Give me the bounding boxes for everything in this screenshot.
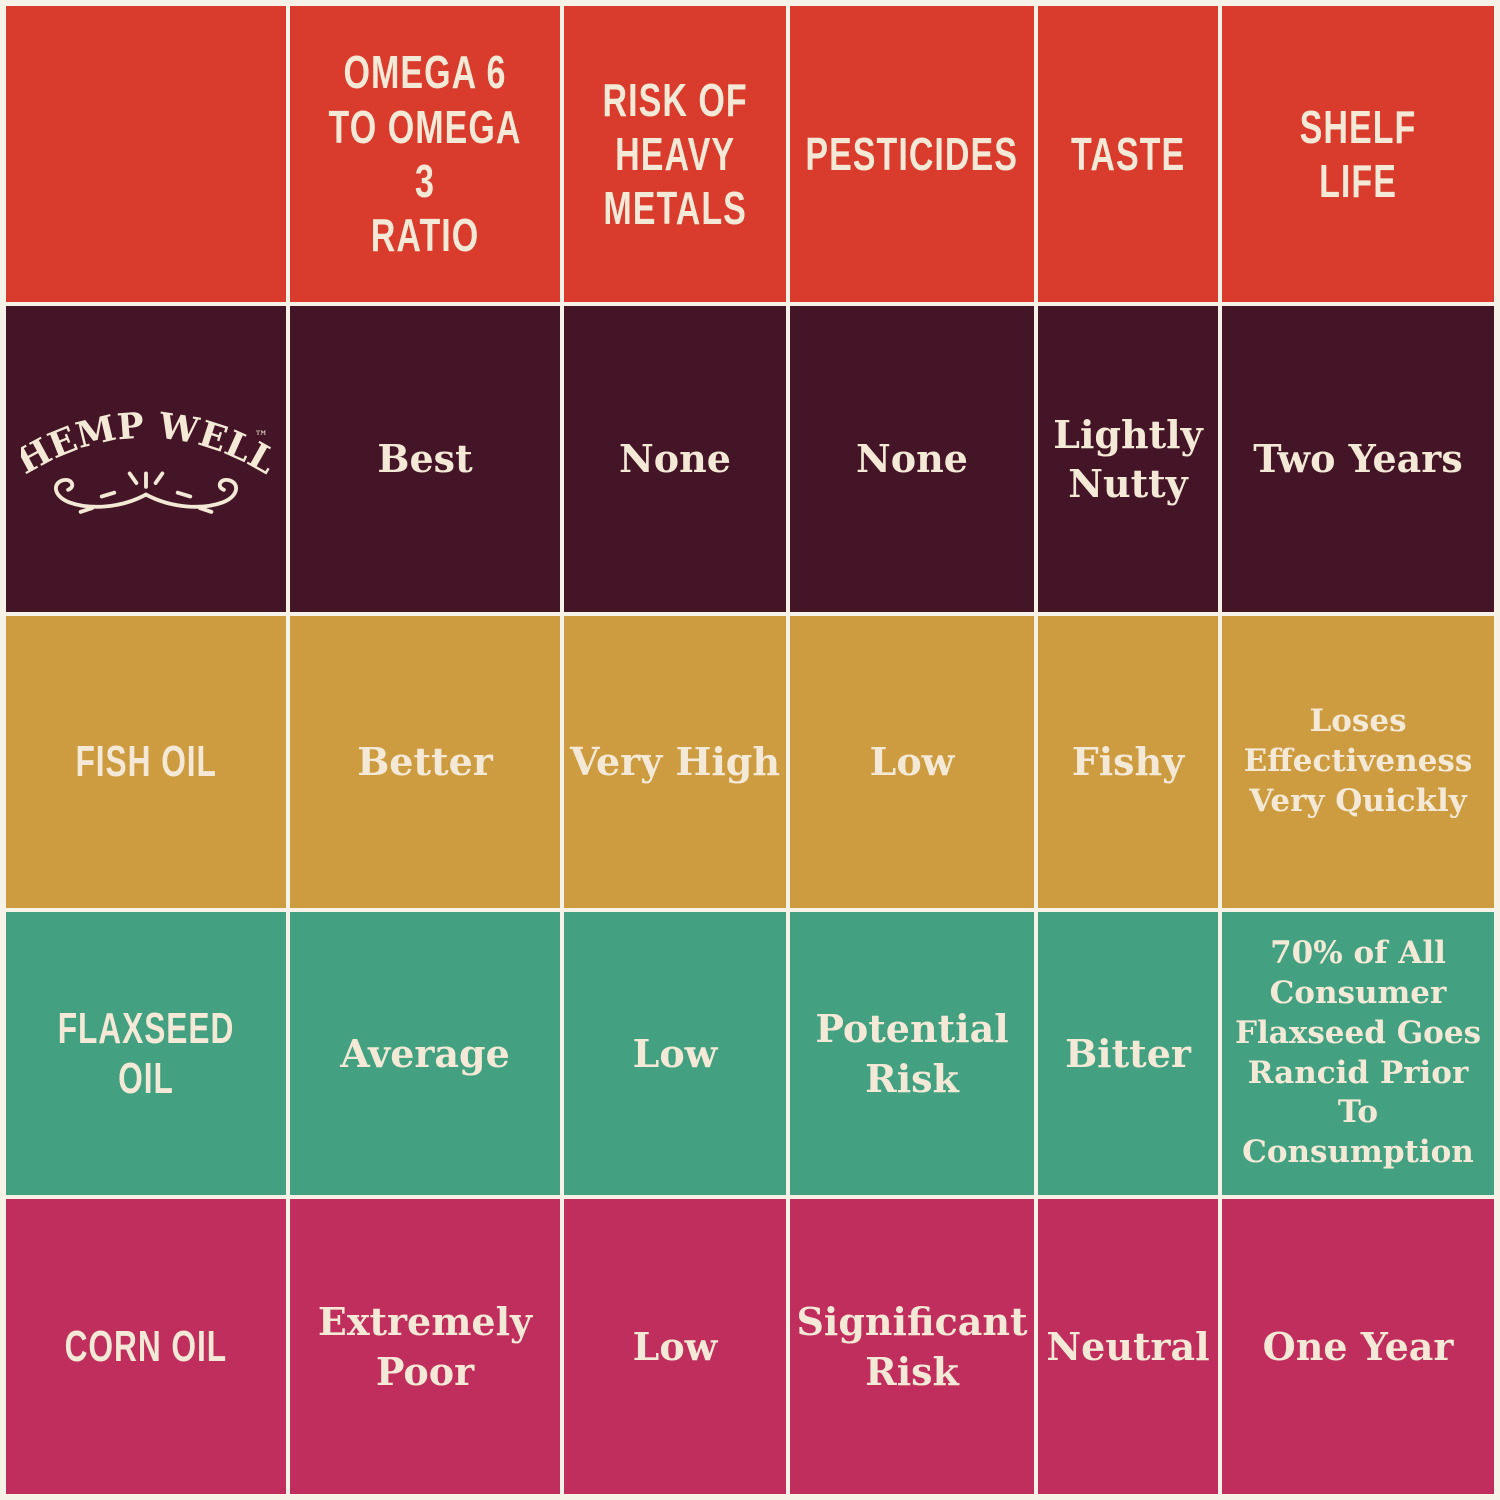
header-label-heavy-metals: RISK OF HEAVY METALS bbox=[602, 73, 748, 235]
hemp-well-logo-text: HEMP WELL bbox=[21, 405, 271, 482]
cell-fish-shelf-life: Loses Effectiveness Very Quickly bbox=[1222, 616, 1494, 908]
svg-text:HEMP WELL: HEMP WELL bbox=[21, 405, 271, 482]
header-cell-heavy-metals: RISK OF HEAVY METALS bbox=[564, 6, 786, 302]
cell-hemp-heavy-metals: None bbox=[564, 306, 786, 612]
hemp-well-logo-svg: HEMP WELL ™ bbox=[21, 405, 271, 514]
cell-text: One Year bbox=[1262, 1323, 1454, 1369]
header-cell-taste: TASTE bbox=[1038, 6, 1218, 302]
cell-hemp-shelf-life: Two Years bbox=[1222, 306, 1494, 612]
cell-text: Loses Effectiveness Very Quickly bbox=[1243, 703, 1473, 819]
header-cell-pesticides: PESTICIDES bbox=[790, 6, 1034, 302]
hemp-well-logo: HEMP WELL ™ bbox=[6, 306, 286, 612]
row-label-text: FISH OIL bbox=[75, 737, 217, 786]
cell-corn-taste: Neutral bbox=[1038, 1199, 1218, 1494]
cell-corn-heavy-metals: Low bbox=[564, 1199, 786, 1494]
cell-text: 70% of All Consumer Flaxseed Goes Rancid… bbox=[1234, 935, 1482, 1170]
cell-text: Better bbox=[357, 739, 493, 785]
cell-text: None bbox=[619, 436, 731, 482]
row-label-text: CORN OIL bbox=[64, 1321, 228, 1371]
row-label-fish-oil: FISH OIL bbox=[6, 616, 286, 908]
cell-fish-taste: Fishy bbox=[1038, 616, 1218, 908]
cell-corn-omega-ratio: Extremely Poor bbox=[290, 1199, 560, 1494]
cell-flax-taste: Bitter bbox=[1038, 912, 1218, 1195]
row-label-flaxseed-oil: FLAXSEED OIL bbox=[6, 912, 286, 1195]
cell-text: Lightly Nutty bbox=[1053, 411, 1203, 506]
hemp-well-logo-tm: ™ bbox=[255, 430, 268, 445]
cell-text: Extremely Poor bbox=[317, 1299, 533, 1394]
cell-text: Two Years bbox=[1253, 436, 1463, 482]
header-cell-blank bbox=[6, 6, 286, 302]
header-cell-omega-ratio: OMEGA 6 TO OMEGA 3 RATIO bbox=[290, 6, 560, 302]
cell-text: Significant Risk bbox=[796, 1299, 1028, 1394]
cell-hemp-taste: Lightly Nutty bbox=[1038, 306, 1218, 612]
header-cell-shelf-life: SHELF LIFE bbox=[1222, 6, 1494, 302]
cell-flax-omega-ratio: Average bbox=[290, 912, 560, 1195]
cell-corn-pesticides: Significant Risk bbox=[790, 1199, 1034, 1494]
row-label-hemp-well: HEMP WELL ™ bbox=[6, 306, 286, 612]
cell-text: Low bbox=[632, 1323, 718, 1369]
cell-fish-omega-ratio: Better bbox=[290, 616, 560, 908]
row-label-corn-oil: CORN OIL bbox=[6, 1199, 286, 1494]
cell-fish-pesticides: Low bbox=[790, 616, 1034, 908]
header-label-omega-ratio: OMEGA 6 TO OMEGA 3 RATIO bbox=[328, 46, 522, 262]
cell-hemp-pesticides: None bbox=[790, 306, 1034, 612]
header-label-pesticides: PESTICIDES bbox=[805, 127, 1019, 180]
cell-text: Best bbox=[377, 436, 473, 482]
cell-text: Low bbox=[869, 739, 955, 785]
cell-flax-heavy-metals: Low bbox=[564, 912, 786, 1195]
logo-flourish bbox=[54, 471, 238, 514]
row-label-text: FLAXSEED OIL bbox=[57, 1003, 235, 1103]
cell-hemp-omega-ratio: Best bbox=[290, 306, 560, 612]
cell-text: Potential Risk bbox=[815, 1006, 1009, 1101]
cell-text: Bitter bbox=[1065, 1030, 1191, 1076]
cell-text: Fishy bbox=[1071, 739, 1185, 785]
cell-text: Very High bbox=[569, 739, 781, 785]
cell-text: Neutral bbox=[1046, 1323, 1210, 1369]
cell-text: Low bbox=[632, 1030, 718, 1076]
header-label-shelf-life: SHELF LIFE bbox=[1299, 100, 1417, 207]
cell-fish-heavy-metals: Very High bbox=[564, 616, 786, 908]
header-label-taste: TASTE bbox=[1070, 127, 1186, 180]
cell-corn-shelf-life: One Year bbox=[1222, 1199, 1494, 1494]
cell-flax-shelf-life: 70% of All Consumer Flaxseed Goes Rancid… bbox=[1222, 912, 1494, 1195]
cell-flax-pesticides: Potential Risk bbox=[790, 912, 1034, 1195]
cell-text: None bbox=[856, 436, 968, 482]
cell-text: Average bbox=[340, 1030, 510, 1076]
